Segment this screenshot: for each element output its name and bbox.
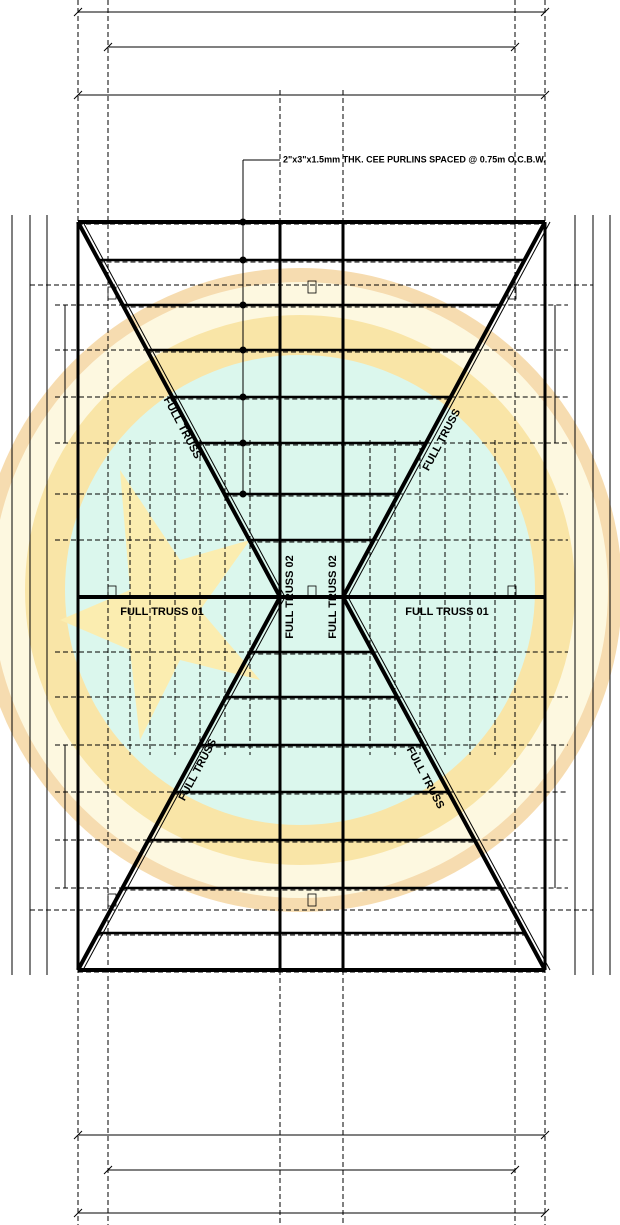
purlin-callout: 2"x3"x1.5mm THK. CEE PURLINS SPACED @ 0.… (283, 154, 546, 164)
watermark (0, 275, 615, 905)
truss-label: FULL TRUSS 01 (120, 606, 204, 618)
roof-framing-plan: 2"x3"x1.5mm THK. CEE PURLINS SPACED @ 0.… (0, 0, 620, 1225)
leader-dot (240, 440, 247, 447)
truss-label: FULL TRUSS 02 (284, 555, 296, 639)
leader-dot (240, 257, 247, 264)
leader-dot (240, 302, 247, 309)
truss-label: FULL TRUSS 01 (405, 606, 489, 618)
truss-label: FULL TRUSS 02 (327, 555, 339, 639)
leader-dot (240, 219, 247, 226)
leader-dot (240, 491, 247, 498)
leader-dot (240, 347, 247, 354)
leader-dot (240, 394, 247, 401)
